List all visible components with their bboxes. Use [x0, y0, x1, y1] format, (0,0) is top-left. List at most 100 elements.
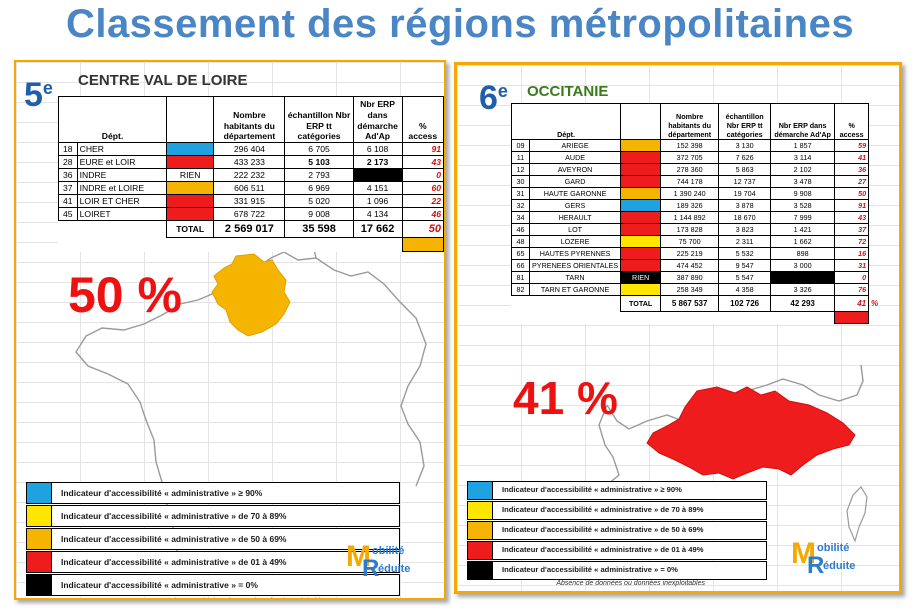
- rank-number: 5: [24, 76, 43, 114]
- color-indicator: [166, 207, 215, 221]
- rank-suffix: e: [497, 81, 508, 101]
- pct-access-cell: 16: [834, 247, 870, 260]
- color-indicator: [620, 247, 662, 260]
- pct-access-cell: 50: [834, 187, 870, 200]
- dept-name: HAUTE GARONNE: [528, 187, 622, 200]
- echantillon-cell: 2 793: [284, 168, 354, 182]
- nbr-erp-cell: 6 108: [352, 142, 403, 156]
- total-blank: [512, 296, 621, 312]
- legend-item: Indicateur d'accessibilité « administrat…: [26, 574, 400, 596]
- dept-code: 28: [58, 155, 78, 169]
- dept-name: CHER: [76, 142, 168, 156]
- table-row: 46 LOT 173 828 3 823 1 421 37: [511, 223, 870, 236]
- legend-item: Indicateur d'accessibilité « administrat…: [467, 561, 767, 580]
- pct-access-cell: 22: [401, 194, 444, 208]
- dept-code: 09: [511, 139, 530, 152]
- panel-centre-val-de-loire: 5e CENTRE VAL DE LOIRE Dépt. Nombre habi…: [14, 60, 446, 600]
- header-habitants: Nombre habitants du département: [660, 103, 720, 140]
- echantillon-cell: 5 103: [284, 155, 354, 169]
- color-indicator: [620, 151, 662, 164]
- table-row: 36 INDRE RIEN 222 232 2 793 0: [58, 168, 444, 182]
- habitants-cell: 75 700: [660, 235, 720, 248]
- habitants-cell: 1 144 892: [660, 211, 720, 224]
- legend-label: Indicateur d'accessibilité « administrat…: [61, 533, 287, 544]
- nbr-erp-cell: 3 114: [770, 151, 836, 164]
- nbr-erp-cell: 4 151: [352, 181, 403, 195]
- legend-swatch: [468, 482, 493, 499]
- table-row: 30 GARD 744 178 12 737 3 478 27: [511, 175, 870, 188]
- region-color-row: [59, 237, 444, 252]
- legend-label: Indicateur d'accessibilité « administrat…: [61, 510, 287, 521]
- echantillon-cell: 18 670: [718, 211, 772, 224]
- total-row: TOTAL 5 867 537 102 726 42 293 41%: [512, 295, 878, 312]
- legend-swatch: [468, 502, 493, 519]
- table-row: 28 EURE et LOIR 433 233 5 103 2 173 43: [58, 155, 444, 169]
- echantillon-cell: 3 823: [718, 223, 772, 236]
- color-indicator: [620, 259, 662, 272]
- pct-access-cell: 41: [834, 151, 870, 164]
- nbr-erp-cell: 2 173: [352, 155, 403, 169]
- dept-code: 41: [58, 194, 78, 208]
- nbr-erp-cell: 4 134: [352, 207, 403, 221]
- dept-name: INDRE et LOIRE: [76, 181, 168, 195]
- habitants-cell: 225 219: [660, 247, 720, 260]
- legend-item: Indicateur d'accessibilité « administrat…: [26, 528, 400, 550]
- dept-code: 66: [511, 259, 530, 272]
- pct-access-cell: 0: [834, 271, 870, 284]
- color-indicator: RIEN: [620, 271, 662, 284]
- legend-label: Indicateur d'accessibilité « administrat…: [502, 525, 704, 534]
- rank-badge: 5e: [24, 76, 53, 115]
- legend-swatch: [468, 562, 493, 579]
- table-row: 65 HAUTES PYRENNES 225 219 5 532 898 16: [511, 247, 870, 260]
- color-indicator: [620, 199, 662, 212]
- dept-name: GARD: [528, 175, 622, 188]
- habitants-cell: 433 233: [213, 155, 286, 169]
- pct-access-cell: 37: [834, 223, 870, 236]
- nbr-erp-cell: 1 096: [352, 194, 403, 208]
- pct-access-cell: 46: [401, 207, 444, 221]
- legend-note: Absence de données ou données inexploita…: [26, 596, 400, 598]
- dept-code: 48: [511, 235, 530, 248]
- total-pct-sign: %: [871, 299, 879, 308]
- no-data-label: RIEN: [632, 273, 650, 282]
- habitants-cell: 606 511: [213, 181, 286, 195]
- table-row: 45 LOIRET 678 722 9 008 4 134 46: [58, 207, 444, 221]
- color-indicator: [620, 175, 662, 188]
- nbr-erp-cell: 2 102: [770, 163, 836, 176]
- color-indicator: [620, 187, 662, 200]
- dept-name: LOZERE: [528, 235, 622, 248]
- region-percentage: 50 %: [68, 267, 182, 323]
- habitants-cell: 278 360: [660, 163, 720, 176]
- echantillon-cell: 4 358: [718, 283, 772, 296]
- dept-name: HAUTES PYRENNES: [528, 247, 622, 260]
- legend-swatch: [468, 522, 493, 539]
- echantillon-cell: 6 969: [284, 181, 354, 195]
- echantillon-cell: 5 532: [718, 247, 772, 260]
- header-habitants: Nombre habitants du département: [213, 96, 286, 143]
- dept-name: HERAULT: [528, 211, 622, 224]
- legend-swatch: [468, 542, 493, 559]
- total-label: TOTAL: [166, 220, 215, 238]
- dept-name: ARIEGE: [528, 139, 622, 152]
- rank-number: 6: [479, 79, 498, 117]
- header-pct: % access: [401, 96, 444, 143]
- habitants-cell: 331 915: [213, 194, 286, 208]
- legend-label: Indicateur d'accessibilité « administrat…: [502, 545, 704, 554]
- table-row: 41 LOIR ET CHER 331 915 5 020 1 096 22: [58, 194, 444, 208]
- no-data-label: RIEN: [179, 170, 201, 180]
- table-row: 37 INDRE et LOIRE 606 511 6 969 4 151 60: [58, 181, 444, 195]
- total-pct-value: 50: [428, 223, 441, 235]
- header-nbr-erp: Nbr ERP dans démarche Ad'Ap: [770, 103, 836, 140]
- echantillon-cell: 6 705: [284, 142, 354, 156]
- total-habitants: 2 569 017: [213, 220, 286, 238]
- dept-name: AVEYRON: [528, 163, 622, 176]
- habitants-cell: 258 349: [660, 283, 720, 296]
- pct-access-cell: 91: [401, 142, 444, 156]
- table-row: 31 HAUTE GARONNE 1 390 240 19 704 9 908 50: [511, 187, 870, 200]
- echantillon-cell: 3 878: [718, 199, 772, 212]
- legend: Indicateur d'accessibilité « administrat…: [26, 482, 400, 598]
- table-row: 32 GERS 189 326 3 878 3 528 91: [511, 199, 870, 212]
- table-row: 18 CHER 296 404 6 705 6 108 91: [58, 142, 444, 156]
- rank-suffix: e: [42, 78, 53, 98]
- total-echantillon: 35 598: [284, 220, 354, 238]
